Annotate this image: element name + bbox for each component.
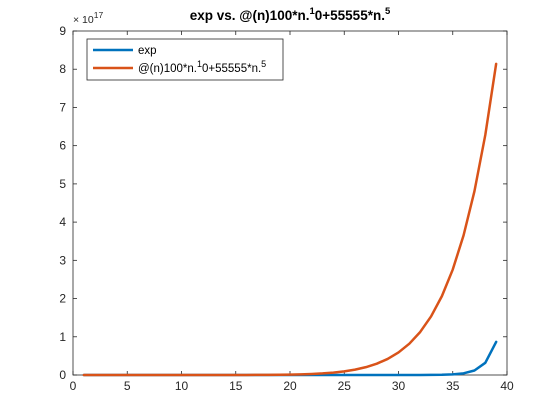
y-tick-label: 5 <box>59 177 66 191</box>
x-tick-label: 5 <box>124 379 131 393</box>
y-exponent-power: 17 <box>94 10 104 20</box>
x-tick-label: 0 <box>70 379 77 393</box>
legend-box <box>86 38 284 81</box>
legend-label-exp-text: exp <box>138 45 157 57</box>
plot-area <box>72 30 508 376</box>
x-tick-label: 15 <box>229 379 243 393</box>
chart-title: exp vs. @(n)100*n.10+55555*n.5 <box>190 6 391 23</box>
legend: exp @(n)100*n.10+55555*n.5 <box>86 38 284 81</box>
x-tick-label: 25 <box>338 379 352 393</box>
x-tick-label: 35 <box>446 379 460 393</box>
x-tick-label: 20 <box>283 379 297 393</box>
chart-title-superscript-2: 5 <box>385 6 391 17</box>
y-tick-label: 0 <box>59 368 66 382</box>
legend-label-poly-part-2: 0+55555*n. <box>202 63 261 75</box>
y-tick-label: 7 <box>59 100 66 114</box>
y-tick-label: 9 <box>59 24 66 38</box>
y-tick-label: 2 <box>59 292 66 306</box>
legend-label-poly-superscript-1: 1 <box>197 59 202 69</box>
y-tick-label: 1 <box>59 330 66 344</box>
y-exponent-label: × 1017 <box>73 10 103 26</box>
x-tick-label: 10 <box>175 379 189 393</box>
y-tick-label: 4 <box>59 215 66 229</box>
series-line-polynomial <box>82 62 498 377</box>
y-exponent-base: × 10 <box>73 14 94 26</box>
chart-title-superscript-1: 1 <box>309 6 315 17</box>
y-axis: 0 1 2 3 4 5 6 7 8 9 <box>59 24 507 382</box>
x-axis: 0 5 10 15 20 25 30 35 40 <box>70 31 514 393</box>
chart-title-part-2: 0+55555*n. <box>315 8 385 23</box>
legend-label-poly: @(n)100*n.10+55555*n.5 <box>138 59 266 75</box>
y-tick-label: 3 <box>59 253 66 267</box>
chart-title-part-1: exp vs. @(n)100*n. <box>190 8 310 23</box>
x-tick-label: 30 <box>392 379 406 393</box>
series-lines <box>82 62 498 377</box>
x-tick-label: 40 <box>500 379 514 393</box>
y-tick-label: 8 <box>59 62 66 76</box>
y-tick-label: 6 <box>59 139 66 153</box>
legend-label-poly-part-1: @(n)100*n. <box>138 63 197 75</box>
legend-label-exp: exp <box>138 45 157 57</box>
legend-label-poly-superscript-2: 5 <box>261 59 266 69</box>
